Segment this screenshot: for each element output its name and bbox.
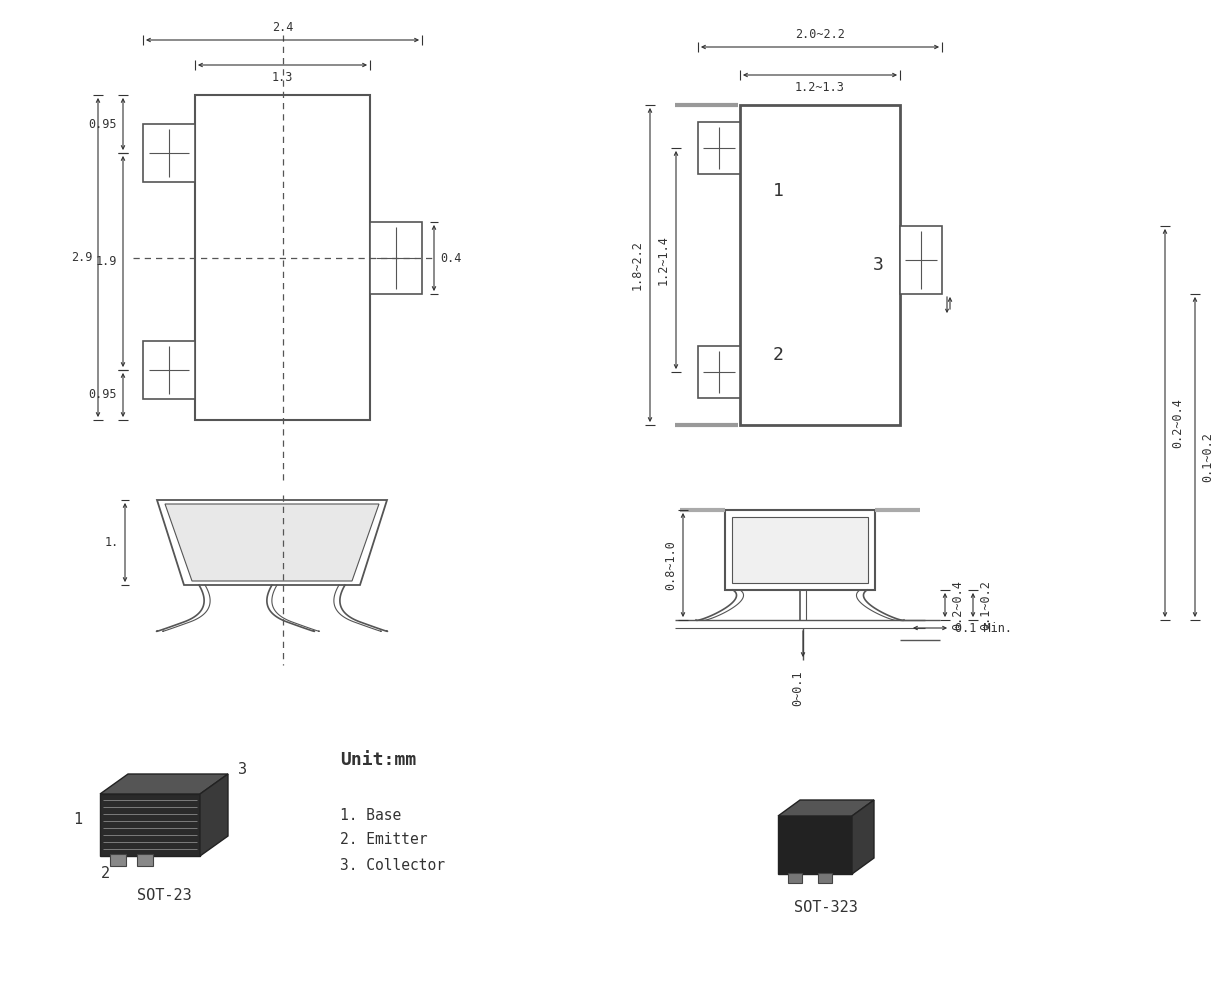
Bar <box>725 510 875 590</box>
Bar <box>900 226 941 294</box>
Bar <box>733 517 868 583</box>
Text: 1.: 1. <box>105 536 118 549</box>
Text: 1. Base: 1. Base <box>339 808 402 822</box>
Polygon shape <box>778 800 874 816</box>
Text: 1: 1 <box>773 182 784 200</box>
Bar <box>818 873 832 883</box>
Polygon shape <box>778 816 852 874</box>
Bar <box>195 95 370 420</box>
Text: 0.4: 0.4 <box>440 251 462 264</box>
Text: 1: 1 <box>73 812 83 828</box>
Text: 1.9: 1.9 <box>95 255 117 268</box>
Bar <box>143 341 195 399</box>
Text: SOT-23: SOT-23 <box>137 888 192 903</box>
Bar <box>143 124 195 182</box>
Polygon shape <box>165 504 379 581</box>
Bar <box>740 105 900 425</box>
Text: 1.3: 1.3 <box>272 71 293 84</box>
Text: 1.2~1.4: 1.2~1.4 <box>657 235 670 285</box>
Text: 0.1~0.2: 0.1~0.2 <box>1201 432 1214 482</box>
Text: 0.2~0.4: 0.2~0.4 <box>1171 398 1184 448</box>
Polygon shape <box>200 774 228 856</box>
Polygon shape <box>852 800 874 874</box>
Text: 0.95: 0.95 <box>88 117 117 130</box>
Bar <box>698 122 740 174</box>
Text: 0.2~0.4: 0.2~0.4 <box>951 580 965 630</box>
Text: 1.2~1.3: 1.2~1.3 <box>795 81 845 94</box>
Text: 0.1~0.2: 0.1~0.2 <box>979 580 991 630</box>
Bar <box>137 854 153 866</box>
Text: 3: 3 <box>873 256 884 274</box>
Text: 0~0.1: 0~0.1 <box>791 670 805 706</box>
Text: 2: 2 <box>773 346 784 364</box>
Text: 2: 2 <box>100 866 110 882</box>
Bar <box>698 346 740 398</box>
Text: 1.8~2.2: 1.8~2.2 <box>631 240 643 290</box>
Text: 3. Collector: 3. Collector <box>339 857 444 872</box>
Bar <box>788 873 802 883</box>
Polygon shape <box>100 794 200 856</box>
Text: 2. Emitter: 2. Emitter <box>339 832 427 848</box>
Text: 0.95: 0.95 <box>88 388 117 401</box>
Bar <box>110 854 126 866</box>
Text: 3: 3 <box>238 762 248 776</box>
Text: 2.9: 2.9 <box>71 251 92 264</box>
Text: 0.8~1.0: 0.8~1.0 <box>664 540 676 590</box>
Polygon shape <box>158 500 387 585</box>
Text: 0.1 Min.: 0.1 Min. <box>955 621 1012 635</box>
Text: 2.4: 2.4 <box>272 21 293 34</box>
Polygon shape <box>100 774 228 794</box>
Text: 2.0~2.2: 2.0~2.2 <box>795 28 845 41</box>
Text: Unit:mm: Unit:mm <box>339 751 416 769</box>
Text: SOT-323: SOT-323 <box>794 900 858 915</box>
Bar <box>370 222 422 294</box>
